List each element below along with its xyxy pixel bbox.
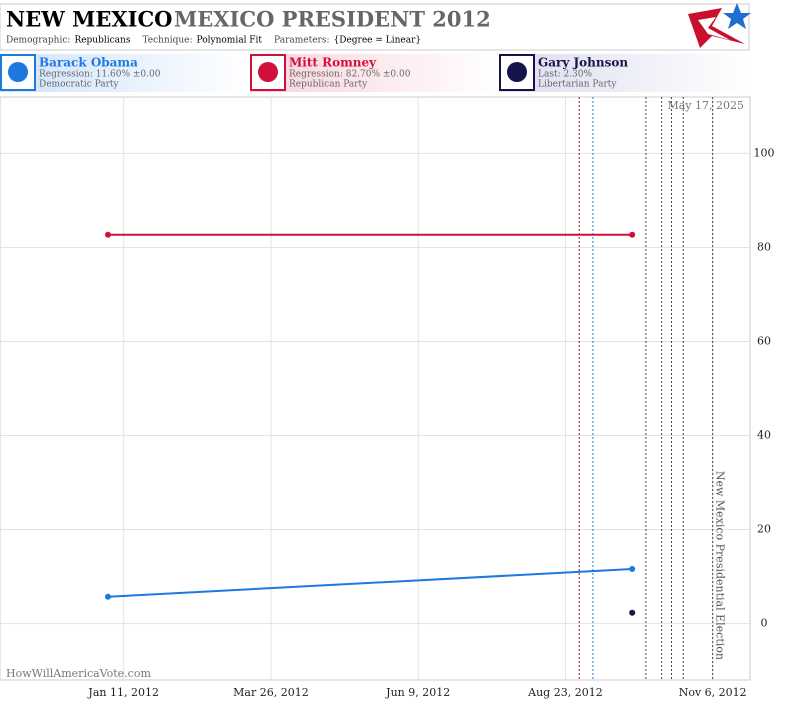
header-box <box>0 3 750 51</box>
y-tick-label: 0 <box>761 617 768 630</box>
plot-frame <box>0 96 751 681</box>
legend-detail: Regression: 11.60% ±0.00 <box>39 70 161 80</box>
y-tick-label: 80 <box>757 240 771 253</box>
date-note: May 17, 2025 <box>667 99 744 112</box>
plot: 0 20 40 60 80 100 Jan 11, 2012 Mar 26, 2012 Jun … <box>0 97 775 699</box>
event-label: New Mexico Presidential Election <box>714 471 727 660</box>
x-tick-label: Jan 11, 2012 <box>87 686 159 699</box>
x-tick-label: Jun 9, 2012 <box>385 686 450 699</box>
legend-bg <box>0 54 250 92</box>
point <box>104 593 111 600</box>
point <box>629 231 636 238</box>
y-tick-label: 100 <box>754 146 775 159</box>
param-label: Parameters: <box>274 36 329 46</box>
x-tick-label: Mar 26, 2012 <box>233 686 309 699</box>
legend-bg <box>250 54 500 92</box>
legend-bg <box>499 54 749 92</box>
series-line <box>107 568 633 598</box>
legend-detail: Regression: 82.70% ±0.00 <box>289 70 411 80</box>
x-tick-label: Aug 23, 2012 <box>527 686 603 699</box>
legend-party: Democratic Party <box>39 80 120 90</box>
legend-name: Gary Johnson <box>538 56 628 70</box>
param-label: Demographic: <box>6 36 70 46</box>
y-tick-label: 40 <box>757 429 771 442</box>
param-value: {Degree = Linear} <box>334 36 422 46</box>
param-value: Republicans <box>74 36 130 46</box>
logo <box>688 3 751 48</box>
y-tick-label: 60 <box>757 334 771 347</box>
legend-icon-glyph <box>8 62 28 82</box>
title: NEW MEXICO <box>6 7 172 32</box>
point <box>104 231 111 238</box>
legend-name: Barack Obama <box>39 56 138 70</box>
legend-name: Mitt Romney <box>289 56 377 70</box>
point <box>629 609 636 616</box>
legend-icon-glyph <box>507 62 527 82</box>
y-tick-label: 20 <box>757 523 771 536</box>
x-tick-label: Nov 6, 2012 <box>679 686 747 699</box>
param-label: Technique: <box>142 36 192 46</box>
subtitle: MEXICO PRESIDENT 2012 <box>174 7 491 32</box>
point <box>629 566 636 573</box>
legend-party: Republican Party <box>289 80 368 90</box>
legend-detail: Last: 2.30% <box>538 70 593 80</box>
param-value: Polynomial Fit <box>197 36 263 46</box>
legend-party: Libertarian Party <box>538 80 617 90</box>
credit: HowWillAmericaVote.com <box>6 667 151 680</box>
legend-icon-glyph <box>258 62 278 82</box>
